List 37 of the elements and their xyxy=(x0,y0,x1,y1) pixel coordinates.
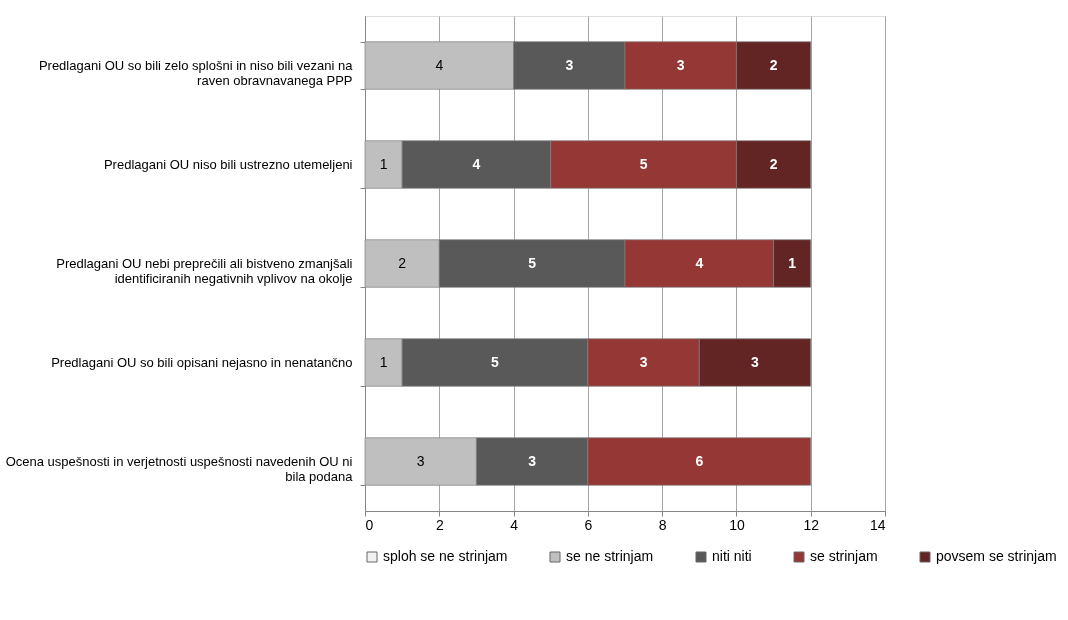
x-tick-label: 12 xyxy=(803,516,820,533)
y-tick-label: Predlagani OU so bili zelo splošni in niso bili vezani na raven obravnavanega PPP xyxy=(38,58,354,88)
x-tick-label: 10 xyxy=(729,516,745,533)
data-label: 3 xyxy=(565,56,574,73)
data-label: 3 xyxy=(528,452,537,469)
data-label: 4 xyxy=(435,56,444,73)
data-label: 3 xyxy=(639,353,648,370)
x-tick-label: 0 xyxy=(365,516,374,533)
legend-label: se strinjam xyxy=(810,548,878,564)
data-label: 1 xyxy=(379,155,388,172)
data-label: 3 xyxy=(751,353,760,370)
x-tick-label: 8 xyxy=(658,516,667,533)
legend-label: niti niti xyxy=(712,548,752,564)
y-tick-label: Predlagani OU so bili opisani nejasno in nenatančno xyxy=(51,355,353,370)
x-tick-label: 14 xyxy=(869,516,886,533)
data-label: 1 xyxy=(379,353,388,370)
data-label: 5 xyxy=(528,254,537,271)
data-label: 5 xyxy=(491,353,500,370)
data-label: 1 xyxy=(788,254,797,271)
y-tick-label: Predlagani OU niso bili ustrezno utemeljeni xyxy=(103,157,353,172)
legend-label: se ne strinjam xyxy=(566,548,654,564)
data-label: 2 xyxy=(398,254,407,271)
data-label: 2 xyxy=(769,155,778,172)
data-label: 2 xyxy=(769,56,778,73)
legend-label: povsem se strinjam xyxy=(936,548,1057,564)
y-tick-label: Ocena uspešnosti in verjetnosti uspešnosti navedenih OU ni bila podana xyxy=(5,454,354,484)
x-tick-label: 4 xyxy=(510,516,519,533)
data-label: 4 xyxy=(695,254,704,271)
x-tick-label: 2 xyxy=(435,516,444,533)
legend-label: sploh se ne strinjam xyxy=(383,548,508,564)
data-label: 3 xyxy=(416,452,425,469)
data-label: 5 xyxy=(639,155,648,172)
data-label: 4 xyxy=(472,155,481,172)
y-tick-label: Predlagani OU nebi preprečili ali bistveno zmanjšali identificiranih negativnih vplivov na okolje xyxy=(56,256,353,286)
data-label: 6 xyxy=(695,452,704,469)
x-tick-label: 6 xyxy=(584,516,593,533)
data-label: 3 xyxy=(676,56,685,73)
